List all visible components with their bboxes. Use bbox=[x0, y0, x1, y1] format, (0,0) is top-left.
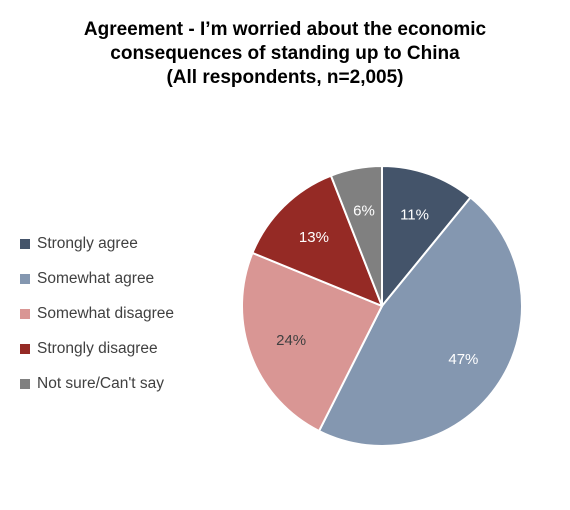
chart-legend: Strongly agree Somewhat agree Somewhat d… bbox=[20, 226, 174, 401]
data-label-not-sure: 6% bbox=[353, 203, 375, 220]
legend-label: Strongly agree bbox=[37, 234, 138, 252]
legend-swatch bbox=[20, 378, 30, 389]
legend-item-not-sure: Not sure/Can't say bbox=[20, 366, 174, 401]
legend-swatch bbox=[20, 238, 30, 249]
legend-label: Not sure/Can't say bbox=[37, 374, 165, 392]
legend-swatch bbox=[20, 343, 30, 354]
legend-item-strongly-disagree: Strongly disagree bbox=[20, 331, 174, 366]
data-label-somewhat-disagree: 24% bbox=[276, 332, 306, 349]
pie-slice-somewhat-agree bbox=[318, 196, 523, 447]
legend-item-somewhat-agree: Somewhat agree bbox=[20, 261, 174, 296]
chart-title-line: consequences of standing up to China bbox=[110, 43, 460, 64]
legend-label: Strongly disagree bbox=[37, 339, 158, 357]
legend-swatch bbox=[20, 308, 30, 319]
legend-item-strongly-agree: Strongly agree bbox=[20, 226, 174, 261]
data-label-strongly-agree: 11% bbox=[400, 207, 429, 224]
chart-title-line: Agreement - I’m worried about the econom… bbox=[83, 19, 487, 40]
data-label-strongly-disagree: 13% bbox=[299, 229, 329, 246]
legend-label: Somewhat disagree bbox=[37, 304, 174, 322]
pie-slice-strongly-disagree bbox=[251, 174, 383, 307]
legend-swatch bbox=[20, 273, 30, 284]
pie-slice-not-sure bbox=[329, 165, 383, 307]
data-label-somewhat-agree: 47% bbox=[448, 351, 478, 368]
chart-title: Agreement - I’m worried about the econom… bbox=[0, 18, 570, 90]
legend-item-somewhat-disagree: Somewhat disagree bbox=[20, 296, 174, 331]
pie-slice-somewhat-disagree bbox=[241, 251, 383, 433]
legend-label: Somewhat agree bbox=[37, 269, 155, 287]
chart-title-line: (All respondents, n=2,005) bbox=[166, 67, 404, 88]
pie-slice-strongly-agree bbox=[381, 165, 472, 307]
